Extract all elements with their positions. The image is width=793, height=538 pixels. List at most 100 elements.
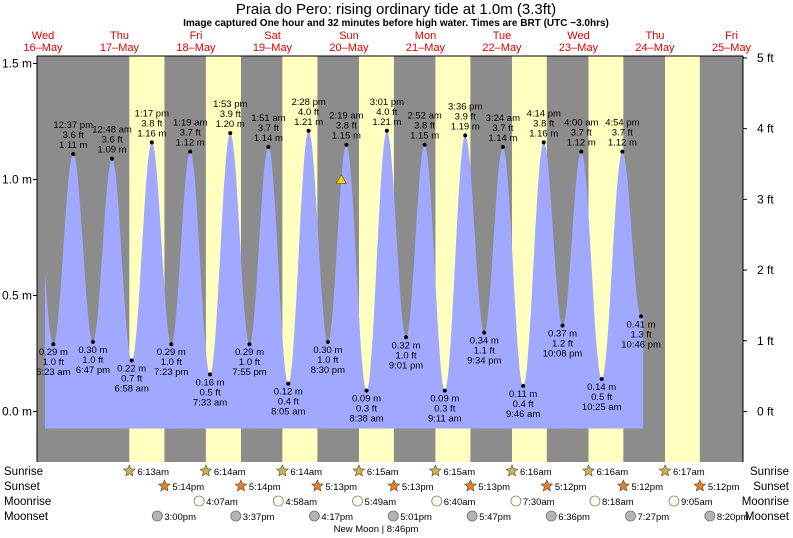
day-date-label: 20–May: [329, 42, 369, 54]
tide-feet-label: 3.8 ft: [141, 118, 162, 129]
tide-metres-label: 1.14 m: [254, 133, 283, 144]
tide-metres-label: 0.09 m: [430, 394, 459, 405]
tide-point: [463, 133, 468, 138]
chart-title: Praia do Pero: rising ordinary tide at 1…: [236, 1, 556, 18]
sunset-icon: [616, 479, 630, 492]
moonset-time: 8:20pm: [717, 512, 749, 523]
sunrise-time: 6:16am: [520, 467, 552, 478]
tide-time-label: 8:38 am: [349, 414, 383, 425]
tide-point: [266, 145, 271, 150]
moonrise-time: 4:07am: [206, 497, 238, 508]
tide-time-label: 7:33 am: [193, 397, 227, 408]
tide-time-label: 10:08 pm: [543, 349, 583, 360]
tide-time-label: 12:37 pm: [53, 120, 93, 131]
tide-metres-label: 0.09 m: [352, 394, 381, 405]
day-date-label: 18–May: [176, 42, 216, 54]
moonset-time: 5:01pm: [400, 512, 432, 523]
tide-time-label: 2:52 am: [407, 111, 441, 122]
tide-point: [71, 151, 76, 156]
tide-point: [639, 314, 644, 319]
day-date-label: 17–May: [100, 42, 140, 54]
sunset-icon: [540, 479, 554, 492]
tide-point: [306, 128, 311, 133]
row-label-sunset-right: Sunset: [753, 481, 790, 493]
tide-feet-label: 1.0 ft: [317, 355, 338, 366]
sunrise-icon: [658, 464, 672, 477]
row-label-moonset-right: Moonset: [745, 511, 790, 523]
tide-feet-label: 1.0 ft: [82, 355, 103, 366]
tide-metres-label: 0.29 m: [39, 347, 68, 358]
sunset-icon: [157, 479, 171, 492]
tide-point: [560, 323, 565, 328]
tide-feet-label: 3.7 ft: [492, 123, 513, 134]
y-tick-label-right: 1 ft: [757, 334, 774, 348]
day-name-label: Thu: [646, 30, 665, 42]
moonrise-icon: [272, 495, 284, 507]
current-level-marker: [335, 173, 347, 184]
sunset-time: 5:13pm: [478, 482, 510, 493]
row-label-sunrise-right: Sunrise: [750, 466, 789, 478]
tide-point: [129, 358, 134, 363]
tide-feet-label: 0.3 ft: [356, 404, 377, 415]
day-name-label: Thu: [110, 30, 129, 42]
moonrise-time: 4:58am: [285, 497, 317, 508]
tide-time-label: 8:30 pm: [311, 365, 345, 376]
moonrise-icon: [510, 495, 522, 507]
tide-metres-label: 0.11 m: [509, 389, 537, 400]
tide-time-label: 3:01 pm: [370, 97, 404, 108]
sun-moon-table: Sunrise Sunrise Sunset Sunset Moonrise Moonri…: [4, 464, 790, 535]
tide-point: [364, 388, 369, 393]
tide-feet-label: 4.0 ft: [376, 107, 397, 118]
sunrise-icon: [428, 464, 442, 477]
tide-area: [44, 130, 644, 429]
tide-metres-label: 1.12 m: [608, 138, 637, 149]
moonset-icon: [230, 510, 242, 522]
moonset-icon: [309, 510, 320, 522]
sunset-time: 5:12pm: [631, 482, 663, 493]
tide-feet-label: 1.0 ft: [239, 357, 260, 368]
axes: 1.5 m 1.0 m 0.5 m 0.0 m 5 ft 4 ft 3 ft 2 ft 1 ft…: [2, 30, 774, 462]
tide-point: [403, 335, 408, 340]
tide-point: [149, 140, 154, 145]
tide-metres-label: 0.32 m: [391, 340, 420, 351]
tide-time-label: 1:51 am: [251, 113, 285, 124]
moonset-icon: [625, 510, 636, 522]
moonrise-icon: [431, 495, 443, 507]
row-label-moonrise-left: Moonrise: [4, 496, 51, 508]
day-name-label: Wed: [567, 30, 589, 42]
tide-time-label: 1:53 pm: [213, 99, 247, 110]
tide-metres-label: 0.30 m: [78, 345, 107, 356]
tide-feet-label: 3.7 ft: [571, 128, 592, 139]
moonrise-time: 5:49am: [365, 497, 397, 508]
row-label-moonset-left: Moonset: [4, 511, 49, 523]
sunrise-icon: [122, 464, 136, 477]
moonrise-icon: [668, 495, 680, 507]
moonset-icon: [466, 510, 478, 522]
sunset-icon: [463, 479, 477, 492]
moonset-icon: [704, 510, 716, 522]
tide-time-label: 9:11 am: [428, 414, 462, 425]
day-date-label: 24–May: [635, 42, 675, 54]
tide-point: [500, 145, 505, 150]
tide-time-label: 10:25 am: [582, 402, 622, 413]
moonset-time: 5:47pm: [479, 512, 511, 523]
tide-feet-label: 3.6 ft: [63, 130, 84, 141]
tide-feet-label: 0.5 ft: [200, 387, 221, 398]
tide-time-label: 6:47 pm: [76, 365, 110, 376]
moonset-icon: [545, 510, 557, 522]
sunrise-time: 6:14am: [290, 467, 322, 478]
tide-time-label: 3:24 am: [486, 113, 520, 124]
tide-metres-label: 1.21 m: [294, 117, 323, 128]
day-date-label: 23–May: [559, 42, 599, 54]
y-tick-label-left: 1.0 m: [2, 173, 32, 187]
tide-feet-label: 1.3 ft: [631, 329, 652, 340]
moonset-time: 6:36pm: [558, 512, 590, 523]
tide-point: [90, 339, 95, 344]
tide-curve: [44, 130, 644, 429]
sunset-icon: [693, 479, 707, 492]
y-tick-label-left: 0.0 m: [2, 405, 32, 419]
tide-metres-label: 1.15 m: [410, 131, 439, 142]
tide-time-label: 8:05 am: [271, 407, 305, 418]
tide-time-label: 2:19 am: [329, 111, 363, 122]
tide-point: [442, 388, 447, 393]
